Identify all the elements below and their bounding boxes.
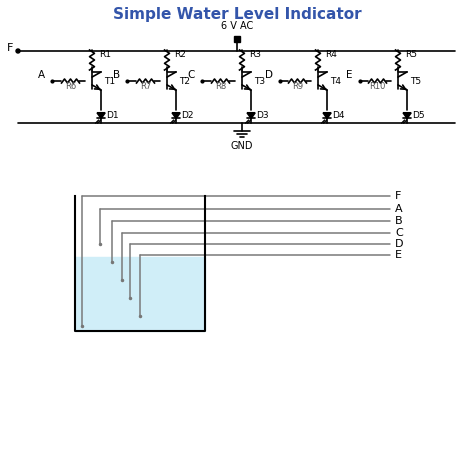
Text: B: B bbox=[113, 70, 120, 80]
Text: D5: D5 bbox=[412, 111, 425, 120]
Text: A: A bbox=[38, 70, 45, 80]
Text: R9: R9 bbox=[292, 82, 303, 91]
Text: R1: R1 bbox=[99, 50, 111, 59]
Text: Simple Water Level Indicator: Simple Water Level Indicator bbox=[113, 6, 361, 22]
Text: R7: R7 bbox=[140, 82, 151, 91]
Circle shape bbox=[16, 49, 20, 53]
Bar bbox=[75, 257, 205, 331]
Polygon shape bbox=[323, 113, 331, 119]
Text: B: B bbox=[395, 216, 402, 226]
Text: R6: R6 bbox=[65, 82, 76, 91]
Polygon shape bbox=[403, 113, 411, 119]
Text: D1: D1 bbox=[106, 111, 118, 120]
Text: D3: D3 bbox=[256, 111, 269, 120]
Text: T2: T2 bbox=[179, 77, 190, 86]
Text: R3: R3 bbox=[249, 50, 261, 59]
Text: D: D bbox=[265, 70, 273, 80]
Text: F: F bbox=[395, 191, 401, 201]
Text: F: F bbox=[7, 43, 13, 53]
Text: C: C bbox=[188, 70, 195, 80]
Polygon shape bbox=[172, 113, 180, 119]
Text: T4: T4 bbox=[330, 77, 341, 86]
Text: R8: R8 bbox=[215, 82, 226, 91]
Text: T1: T1 bbox=[104, 77, 115, 86]
Text: C: C bbox=[395, 228, 403, 238]
Text: D: D bbox=[395, 239, 403, 249]
Text: GND: GND bbox=[231, 141, 253, 151]
Text: E: E bbox=[395, 250, 402, 260]
Text: E: E bbox=[346, 70, 353, 80]
Text: R5: R5 bbox=[405, 50, 417, 59]
Text: R2: R2 bbox=[174, 50, 186, 59]
Text: 6 V AC: 6 V AC bbox=[221, 21, 253, 31]
Text: R10: R10 bbox=[369, 82, 386, 91]
Text: D2: D2 bbox=[181, 111, 193, 120]
Polygon shape bbox=[247, 113, 255, 119]
Text: R4: R4 bbox=[325, 50, 337, 59]
Text: D4: D4 bbox=[332, 111, 345, 120]
Bar bbox=[234, 36, 240, 42]
Text: A: A bbox=[395, 204, 402, 214]
Polygon shape bbox=[97, 113, 105, 119]
Text: T3: T3 bbox=[254, 77, 265, 86]
Text: T5: T5 bbox=[410, 77, 421, 86]
